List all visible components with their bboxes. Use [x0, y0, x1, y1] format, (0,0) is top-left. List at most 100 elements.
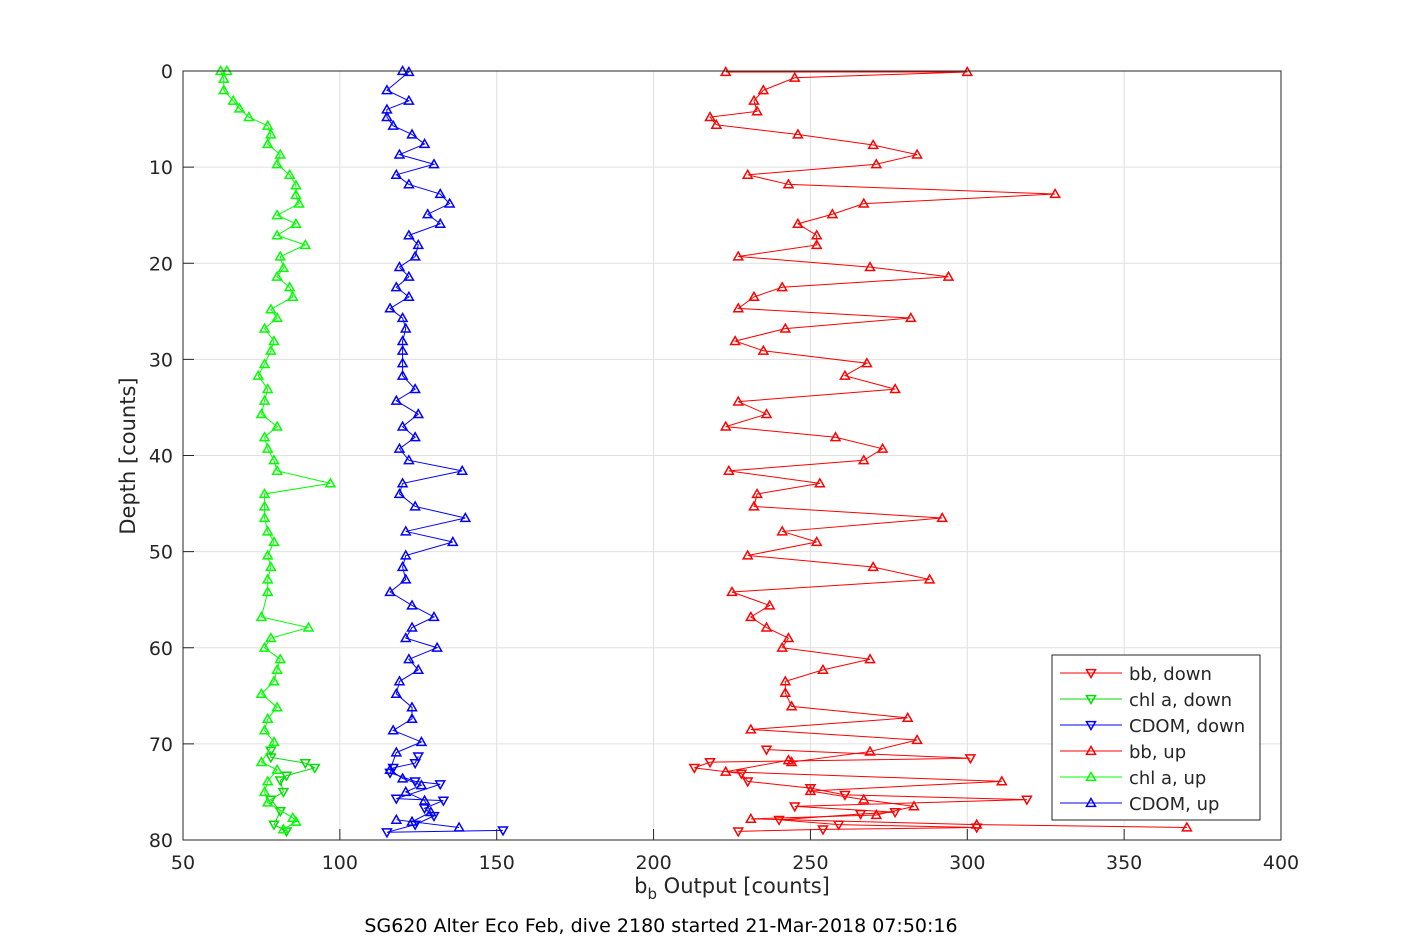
data-point [271, 464, 283, 476]
data-point [434, 188, 447, 199]
data-point [857, 197, 870, 208]
data-point [782, 632, 795, 643]
data-point [710, 118, 723, 129]
legend-box [1051, 654, 1261, 821]
data-point [268, 335, 280, 346]
data-point [399, 785, 412, 797]
data-point [826, 208, 839, 219]
data-point [308, 763, 321, 774]
data-point [396, 477, 409, 488]
data-point [810, 536, 823, 547]
y-tick-label: 30 [149, 349, 173, 371]
data-point [804, 784, 817, 796]
data-point [729, 335, 741, 346]
data-point [396, 335, 409, 346]
data-point [936, 511, 948, 523]
data-point [393, 261, 406, 272]
data-point [437, 796, 450, 807]
data-point [393, 148, 406, 159]
data-point [415, 779, 428, 790]
series-cdom-up [381, 64, 472, 832]
data-point [258, 511, 271, 523]
data-point [443, 197, 456, 208]
data-point [387, 724, 399, 735]
data-point [810, 229, 823, 240]
data-point [418, 794, 431, 805]
data-point [428, 610, 440, 622]
data-point [271, 209, 283, 220]
data-point [870, 158, 883, 169]
data-point [274, 250, 287, 261]
data-point [757, 344, 770, 355]
data-point [792, 217, 804, 228]
data-point [751, 105, 763, 116]
data-point [864, 745, 876, 756]
data-point [384, 585, 396, 597]
data-point [283, 168, 296, 179]
data-point [271, 701, 283, 712]
y-tick-label: 40 [149, 446, 173, 468]
data-point [214, 64, 227, 76]
data-point [760, 621, 773, 632]
data-point [258, 785, 271, 797]
data-point [396, 420, 409, 431]
data-point [434, 217, 447, 228]
x-tick-label: 150 [479, 852, 515, 874]
data-point [1021, 795, 1033, 806]
y-tick-label: 10 [149, 157, 173, 179]
data-point [271, 270, 283, 281]
data-point [258, 322, 271, 333]
data-point [412, 752, 425, 763]
series-chl-a-up [214, 64, 337, 834]
data-point [497, 826, 509, 837]
data-point [763, 599, 776, 610]
data-point [741, 549, 754, 560]
data-point [261, 775, 274, 786]
data-point [723, 464, 735, 476]
series-line [219, 70, 331, 830]
data-point [258, 394, 271, 405]
data-point [268, 454, 280, 465]
data-point [732, 302, 745, 313]
data-point [221, 64, 233, 76]
data-point [704, 111, 716, 122]
data-point [299, 238, 312, 250]
y-tick-label: 0 [161, 61, 173, 83]
data-point [265, 753, 277, 764]
x-tick-label: 200 [635, 852, 671, 874]
data-point [757, 84, 770, 95]
data-point [861, 357, 873, 368]
data-point [399, 549, 412, 560]
data-point [271, 763, 283, 774]
data-point [271, 663, 283, 674]
series-line [270, 750, 317, 832]
data-point [277, 823, 290, 834]
data-point [864, 261, 876, 272]
data-point [324, 477, 337, 488]
data-point [271, 229, 283, 240]
legend-marker [1085, 796, 1097, 808]
data-point [293, 197, 305, 208]
data-point [748, 290, 760, 302]
data-point [290, 188, 302, 200]
data-point [857, 793, 870, 804]
data-point [403, 94, 415, 105]
data-point [942, 270, 955, 281]
data-point [741, 168, 754, 179]
data-point [704, 758, 716, 769]
data-point [277, 262, 290, 273]
data-point [409, 383, 421, 394]
legend-label: chl a, up [1129, 768, 1206, 789]
data-point [403, 229, 415, 240]
data-point [745, 812, 757, 823]
y-axis-label: Depth [counts] [116, 377, 140, 534]
data-point [261, 525, 274, 536]
data-point [261, 573, 274, 584]
data-point [453, 821, 465, 832]
data-point [779, 322, 792, 333]
data-point [268, 536, 280, 547]
data-point [889, 383, 901, 394]
series-bb-down [688, 745, 1033, 838]
data-point [290, 179, 302, 190]
data-point [258, 487, 271, 499]
